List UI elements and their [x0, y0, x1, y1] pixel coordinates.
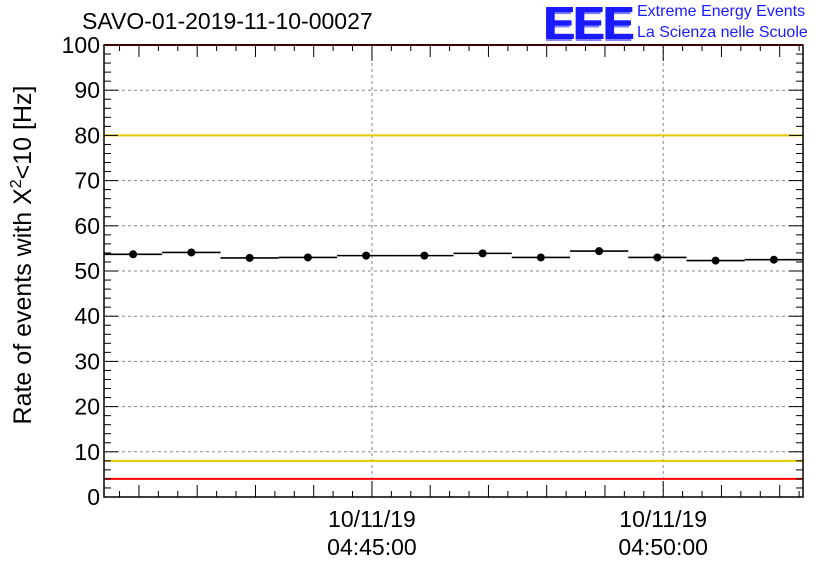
axis-ticks: [104, 44, 803, 498]
grid-lines: [104, 45, 803, 497]
data-point: [420, 251, 429, 260]
data-point: [187, 248, 196, 257]
y-tick-label: 60: [74, 213, 100, 239]
x-tick-label-date: 10/11/19: [328, 506, 416, 532]
data-point: [362, 251, 371, 260]
x-tick-label-time: 04:45:00: [327, 534, 417, 560]
y-tick-label: 20: [74, 394, 100, 420]
reference-lines: [104, 44, 803, 480]
y-tick-labels: 0 10 20 30 40 50 60 70 80 90 100: [62, 32, 100, 510]
x-tick-label-date: 10/11/19: [619, 506, 707, 532]
logo-text-line1: Extreme Energy Events: [637, 3, 806, 20]
data-point: [245, 253, 254, 262]
data-point: [129, 250, 138, 259]
data-series: [104, 247, 803, 265]
y-tick-label: 10: [74, 439, 100, 465]
y-tick-label: 30: [74, 348, 100, 374]
data-point: [303, 253, 312, 262]
logo-text-line2: La Scienza nelle Scuole: [637, 24, 808, 41]
data-point: [478, 249, 487, 258]
y-tick-label: 90: [74, 77, 100, 103]
y-tick-label: 40: [74, 303, 100, 329]
y-tick-label: 80: [74, 122, 100, 148]
data-point: [769, 255, 778, 264]
data-point: [711, 256, 720, 265]
y-tick-label: 100: [62, 32, 100, 58]
x-tick-label-time: 04:50:00: [618, 534, 708, 560]
data-point: [536, 253, 545, 262]
y-tick-label: 0: [87, 484, 100, 510]
y-tick-label: 70: [74, 168, 100, 194]
chart-title: SAVO-01-2019-11-10-00027: [82, 8, 373, 34]
data-point: [595, 247, 604, 256]
eee-logo: EEE: [543, 0, 633, 49]
y-tick-label: 50: [74, 258, 100, 284]
data-point: [653, 253, 662, 262]
y-axis-label: Rate of events with X2<10 [Hz]: [8, 86, 37, 425]
